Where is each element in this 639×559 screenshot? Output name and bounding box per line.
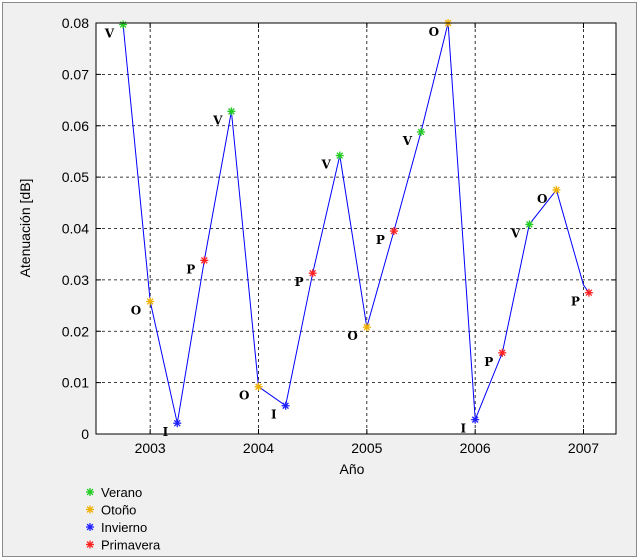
data-marker-otono (552, 185, 561, 194)
marker-stroke (200, 257, 208, 264)
data-marker-verano (119, 20, 128, 29)
data-marker-verano (417, 127, 425, 136)
marker-stroke (390, 227, 398, 235)
marker-stroke (86, 523, 94, 531)
marker-stroke (255, 383, 262, 391)
legend-item-invierno: Invierno (86, 520, 147, 535)
data-marker-otono (254, 382, 263, 391)
marker-stroke (498, 349, 506, 357)
data-marker-primavera (498, 348, 507, 357)
point-label: I (461, 422, 467, 436)
legend-item-primavera: Primavera (86, 538, 161, 553)
point-label: P (295, 275, 304, 289)
data-marker-verano (335, 151, 344, 160)
marker-stroke (173, 419, 181, 427)
data-marker-primavera (200, 256, 209, 265)
point-label: P (571, 295, 580, 309)
y-tick-label: 0.04 (62, 221, 89, 237)
point-label: V (212, 113, 223, 127)
data-marker-primavera (584, 288, 593, 297)
legend-marker (86, 488, 94, 496)
point-label: O (537, 192, 547, 206)
point-label: O (347, 329, 357, 343)
marker-stroke (309, 269, 317, 277)
x-tick-label: 2003 (135, 440, 166, 456)
legend-marker (86, 540, 94, 549)
x-tick-label: 2004 (243, 440, 274, 456)
y-tick-label: 0.05 (62, 169, 89, 185)
point-label: V (104, 27, 115, 41)
marker-stroke (146, 298, 154, 305)
legend-label: Otoño (101, 503, 136, 518)
point-label: O (429, 25, 439, 39)
legend-label: Verano (101, 485, 142, 500)
x-tick-label: 2006 (460, 440, 491, 456)
data-marker-invierno (471, 415, 480, 424)
legend-item-verano: Verano (86, 485, 142, 500)
data-marker-primavera (389, 227, 398, 236)
legend-label: Invierno (101, 520, 147, 535)
legend-label: Primavera (101, 538, 161, 553)
point-label: P (484, 355, 493, 369)
point-label: V (510, 226, 521, 240)
marker-stroke (525, 221, 533, 228)
y-tick-label: 0 (81, 426, 89, 442)
y-tick-label: 0.03 (62, 272, 89, 288)
plot-border (95, 22, 617, 435)
marker-stroke (471, 416, 479, 423)
data-marker-invierno (281, 401, 290, 410)
y-axis-label: Atenuación [dB] (17, 179, 33, 278)
data-marker-invierno (173, 419, 182, 428)
legend: Verano Otoño Invierno Primavera (86, 485, 161, 553)
marker-stroke (417, 128, 425, 136)
grid (96, 23, 616, 434)
point-label: I (271, 408, 277, 422)
point-label: P (376, 233, 385, 247)
y-tick-label: 0.07 (62, 66, 89, 82)
y-tick-label: 0.08 (62, 15, 89, 31)
data-marker-primavera (308, 269, 317, 278)
marker-stroke (553, 186, 560, 194)
marker-stroke (228, 108, 235, 115)
axis-ticks: 0 0.01 0.02 0.03 0.04 0.05 0.06 0.07 0.08 2003 200… (62, 15, 616, 456)
data-marker-otono (362, 323, 371, 332)
legend-item-otono: Otoño (86, 503, 136, 518)
point-label: V (320, 158, 331, 172)
point-label: V (402, 134, 413, 148)
point-label: O (239, 389, 249, 403)
marker-stroke (282, 402, 289, 410)
x-axis-label: Año (340, 461, 365, 477)
marker-stroke (585, 289, 593, 297)
y-tick-label: 0.01 (62, 375, 89, 391)
marker-stroke (336, 152, 344, 159)
marker-stroke (86, 506, 94, 513)
legend-marker (86, 505, 94, 514)
legend-marker (86, 523, 94, 531)
point-label: I (163, 425, 169, 439)
y-tick-label: 0.06 (62, 118, 89, 134)
marker-stroke (86, 488, 94, 496)
data-marker-otono (146, 297, 155, 306)
x-tick-label: 2007 (568, 440, 599, 456)
y-tick-label: 0.02 (62, 323, 89, 339)
point-label: O (131, 303, 141, 317)
data-marker-verano (525, 220, 534, 229)
point-labels: V O I P V O I P V O P V O I P V O P (104, 25, 580, 439)
x-tick-label: 2005 (351, 440, 382, 456)
marker-stroke (86, 541, 94, 548)
marker-stroke (363, 323, 371, 331)
data-marker-verano (227, 107, 236, 116)
point-label: P (186, 262, 195, 276)
